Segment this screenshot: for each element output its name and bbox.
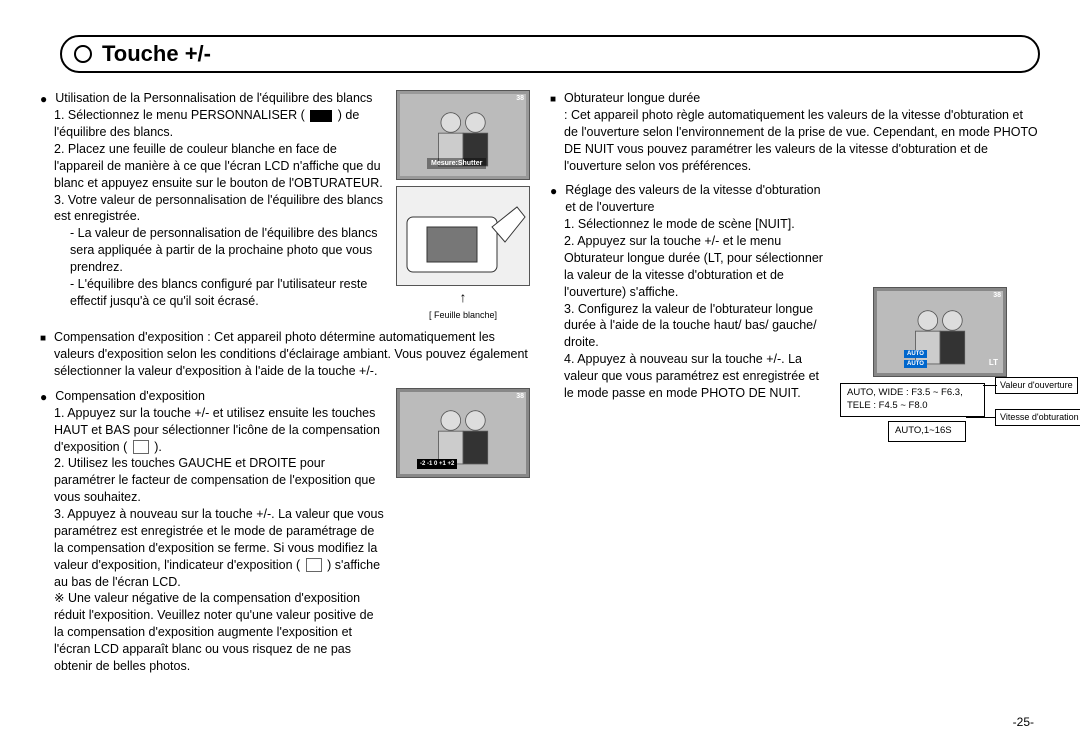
exp-figure: 38 -2 -1 0 +1 +2: [396, 388, 530, 478]
aperture-label: Valeur d'ouverture: [995, 377, 1078, 393]
wb-custom-section: ● Utilisation de la Personnalisation de …: [40, 90, 530, 321]
lcd-scale: -2 -1 0 +1 +2: [417, 459, 457, 469]
exposure-comp-section: ● Compensation d'exposition 1. Appuyez s…: [40, 388, 530, 675]
shutter-speed-label: Vitesse d'obturation: [995, 409, 1080, 425]
shutter-figure-group: 38 AUTO AUTO LT AUTO, WIDE : F3.5 ~ F6.3…: [840, 287, 1040, 441]
long-shutter-body: : Cet appareil photo règle automatiqueme…: [550, 107, 1040, 175]
shutter-heading: Réglage des valeurs de la vitesse d'obtu…: [565, 182, 830, 216]
lcd-preview-night: 38 AUTO AUTO LT: [873, 287, 1007, 377]
aperture-spec-box: AUTO, WIDE : F3.5 ~ F6.3, TELE : F4.5 ~ …: [840, 383, 985, 417]
long-shutter-heading: Obturateur longue durée: [564, 90, 700, 107]
annot-line-icon: [966, 417, 996, 418]
spec-line2: TELE : F4.5 ~ F8.0: [847, 400, 978, 413]
wb-step3: 3. Votre valeur de personnalisation de l…: [40, 192, 386, 226]
lcd-preview-wb: 38 Mesure:Shutter: [396, 90, 530, 180]
bullet-icon: ●: [40, 91, 47, 107]
lcd-auto1: AUTO: [904, 350, 927, 358]
wb-custom-text: ● Utilisation de la Personnalisation de …: [40, 90, 386, 310]
page-title: Touche +/-: [102, 39, 211, 69]
shutter-step4: 4. Appuyez à nouveau sur la touche +/-. …: [550, 351, 830, 402]
wb-figures: 38 Mesure:Shutter ↑ [ Feuille blanche]: [396, 90, 530, 321]
shutter-step3: 3. Configurez la valeur de l'obturateur …: [550, 301, 830, 352]
page: ● Utilisation de la Personnalisation de …: [0, 0, 1080, 693]
lcd-auto2: AUTO: [904, 360, 927, 368]
camera-drawing: [396, 186, 530, 286]
shutter-step1: 1. Sélectionnez le mode de scène [NUIT].: [550, 216, 830, 233]
lcd-label: Mesure:Shutter: [427, 158, 486, 169]
wb-heading: Utilisation de la Personnalisation de l'…: [55, 90, 372, 107]
exp-step1b: ).: [154, 440, 162, 454]
shutter-spec-box: AUTO,1~16S: [888, 421, 966, 442]
title-bar: Touche +/-: [60, 35, 1040, 73]
shutter-step2: 2. Appuyez sur la touche +/- et le menu …: [550, 233, 830, 301]
arrow-up-icon: ↑: [460, 288, 467, 307]
feuille-caption: [ Feuille blanche]: [429, 309, 497, 321]
exposure-intro: ■ Compensation d'exposition : Cet appare…: [40, 329, 530, 380]
wb-step1a: 1. Sélectionnez le menu PERSONNALISER (: [54, 108, 305, 122]
exposure-intro-text: Compensation d'exposition : Cet appareil…: [54, 329, 530, 380]
bullet-icon: ●: [40, 389, 47, 405]
wb-step2: 2. Placez une feuille de couleur blanche…: [40, 141, 386, 192]
exposure-icon: [306, 558, 322, 572]
right-column: ■ Obturateur longue durée : Cet appareil…: [550, 28, 1040, 683]
people-sketch-icon: [419, 400, 507, 466]
page-number: -25-: [1013, 714, 1034, 730]
left-column: ● Utilisation de la Personnalisation de …: [40, 28, 530, 683]
square-bullet-icon: ■: [550, 93, 556, 107]
exp-step2: 2. Utilisez les touches GAUCHE et DROITE…: [40, 455, 386, 506]
spec-line1: AUTO, WIDE : F3.5 ~ F6.3,: [847, 387, 978, 400]
lcd-count: 38: [516, 94, 524, 103]
lcd-count: 38: [993, 291, 1001, 300]
exposure-comp-text: ● Compensation d'exposition 1. Appuyez s…: [40, 388, 386, 675]
exposure-heading: Compensation d'exposition: [55, 388, 205, 405]
shutter-settings-section: ● Réglage des valeurs de la vitesse d'ob…: [550, 182, 1040, 441]
lcd-lt: LT: [989, 358, 998, 369]
long-shutter-intro: ■ Obturateur longue durée : Cet appareil…: [550, 90, 1040, 174]
lcd-count: 38: [516, 392, 524, 401]
annot-line-icon: [983, 385, 997, 386]
exposure-icon: [133, 440, 149, 454]
wb-note1: - La valeur de personnalisation de l'équ…: [40, 225, 386, 276]
bullet-icon: ●: [550, 183, 557, 199]
custom-wb-icon: [310, 110, 332, 122]
exp-step1a: 1. Appuyez sur la touche +/- et utilisez…: [54, 406, 380, 454]
spec-diagram: AUTO, WIDE : F3.5 ~ F6.3, TELE : F4.5 ~ …: [840, 383, 1040, 441]
lcd-preview-exp: 38 -2 -1 0 +1 +2: [396, 388, 530, 478]
wb-note2: - L'équilibre des blancs configuré par l…: [40, 276, 386, 310]
exp-note: ※ Une valeur négative de la compensation…: [40, 590, 386, 674]
shutter-text: ● Réglage des valeurs de la vitesse d'ob…: [550, 182, 830, 401]
square-bullet-icon: ■: [40, 332, 46, 346]
